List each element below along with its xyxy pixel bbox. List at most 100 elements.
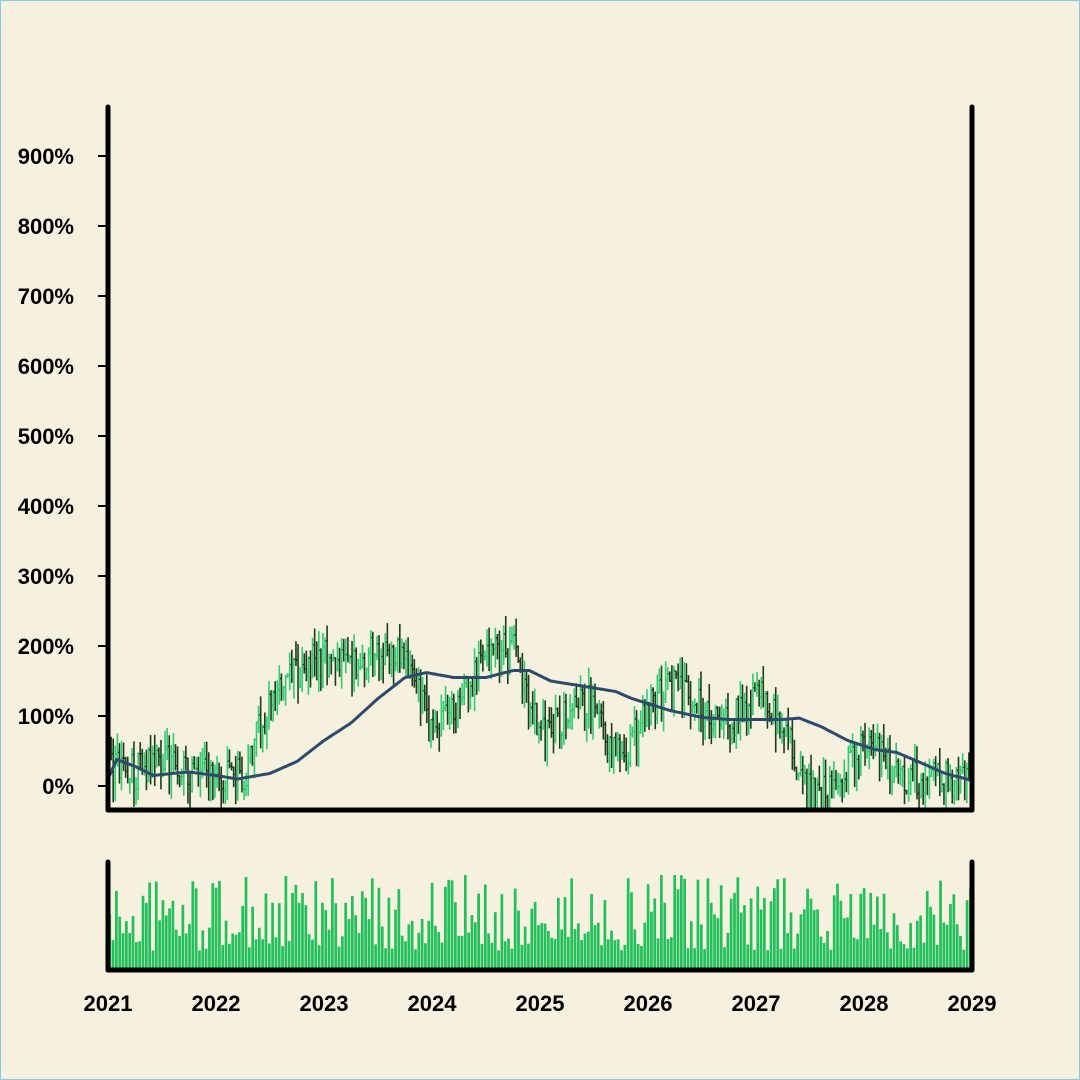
ohlc-bar	[958, 765, 963, 794]
volume-bar	[633, 929, 637, 970]
ohlc-bar	[456, 690, 460, 729]
volume-bar	[812, 910, 816, 970]
ohlc-bar	[745, 685, 749, 736]
ohlc-bar	[703, 702, 707, 741]
ohlc-bar	[821, 757, 826, 810]
ohlc-bar	[894, 742, 898, 778]
volume-bar	[301, 893, 304, 970]
volume-bar	[822, 942, 826, 970]
volume-bar	[194, 888, 198, 970]
volume-bar	[118, 916, 122, 970]
volume-bar	[723, 947, 726, 970]
ohlc-bar	[138, 742, 142, 771]
ohlc-bar	[890, 765, 894, 796]
volume-bar	[643, 922, 647, 970]
volume-bar	[912, 947, 916, 970]
ohlc-bar	[753, 682, 757, 692]
volume-bar	[284, 875, 288, 970]
ohlc-bar	[589, 677, 593, 734]
ohlc-bar	[207, 752, 211, 801]
ohlc-bar	[418, 669, 423, 727]
volume-bar	[125, 921, 128, 970]
ohlc-bar	[763, 691, 767, 718]
volume-bar	[789, 912, 793, 970]
ohlc-bar	[817, 765, 821, 792]
ohlc-bar	[387, 643, 392, 675]
volume-bar	[557, 897, 560, 970]
ohlc-bar	[159, 739, 163, 790]
ohlc-bar	[709, 710, 713, 745]
ohlc-bar	[531, 691, 535, 725]
ohlc-bar	[786, 707, 790, 750]
y-tick-label: 500%	[18, 424, 74, 449]
ohlc-bar	[373, 653, 377, 677]
x-tick-label: 2024	[408, 991, 458, 1016]
volume-bar	[530, 908, 534, 970]
volume-bar	[802, 909, 806, 970]
ohlc-bar	[256, 705, 261, 733]
volume-bar	[407, 924, 411, 970]
ohlc-bar	[942, 783, 946, 805]
volume-bar	[939, 880, 942, 970]
ohlc-bar	[377, 635, 381, 682]
volume-bar	[477, 893, 480, 970]
ohlc-bar	[591, 684, 595, 740]
ohlc-bar	[628, 724, 632, 767]
ohlc-bar	[504, 616, 508, 658]
ohlc-bar	[651, 687, 655, 713]
volume-bar	[693, 948, 696, 970]
ohlc-bar	[595, 703, 599, 715]
ohlc-bar	[707, 683, 711, 739]
volume-bar	[317, 945, 321, 970]
volume-bar	[267, 943, 271, 970]
ohlc-bar	[736, 695, 740, 734]
ohlc-bar	[616, 731, 620, 762]
ohlc-bar	[659, 665, 664, 722]
volume-bar	[879, 929, 883, 970]
ohlc-bar	[466, 676, 470, 713]
ohlc-bar	[674, 670, 678, 680]
volume-bar	[297, 902, 301, 970]
ohlc-bar	[520, 653, 524, 705]
volume-bar	[234, 934, 238, 970]
ohlc-bar	[720, 704, 724, 730]
volume-bar	[729, 898, 733, 970]
ohlc-bar	[855, 742, 859, 792]
volume-bar	[653, 898, 657, 970]
volume-bar	[839, 900, 843, 970]
volume-bar	[709, 902, 713, 970]
volume-bar	[380, 926, 384, 970]
volume-bar	[537, 925, 540, 970]
ohlc-bar	[661, 691, 666, 732]
ohlc-bar	[553, 694, 558, 744]
ohlc-bar	[566, 718, 570, 729]
volume-bars	[108, 874, 972, 970]
volume-bar	[507, 938, 510, 970]
volume-bar	[470, 915, 474, 970]
ohlc-bar	[607, 736, 612, 773]
volume-bar	[211, 883, 215, 970]
volume-bar	[909, 922, 912, 970]
ohlc-bar	[275, 680, 279, 716]
volume-bar	[550, 937, 554, 970]
volume-bar	[766, 950, 770, 970]
ohlc-bar	[292, 657, 296, 699]
ohlc-bar	[337, 647, 342, 678]
ohlc-bar	[425, 674, 429, 724]
ohlc-bar	[416, 667, 421, 702]
ohlc-bar	[923, 761, 927, 810]
volume-bar	[922, 942, 926, 970]
ohlc-bar	[514, 618, 518, 657]
volume-bar	[816, 909, 819, 970]
volume-bar	[188, 923, 191, 970]
ohlc-bar	[151, 745, 155, 778]
ohlc-bar	[263, 712, 267, 735]
volume-bar	[782, 878, 786, 970]
ohlc-bar	[148, 735, 153, 785]
volume-bar	[753, 949, 756, 970]
ohlc-bar	[391, 644, 396, 685]
volume-bar	[640, 945, 643, 970]
volume-bar	[929, 906, 932, 970]
ohlc-bar	[458, 687, 462, 720]
volume-bar	[600, 945, 603, 970]
